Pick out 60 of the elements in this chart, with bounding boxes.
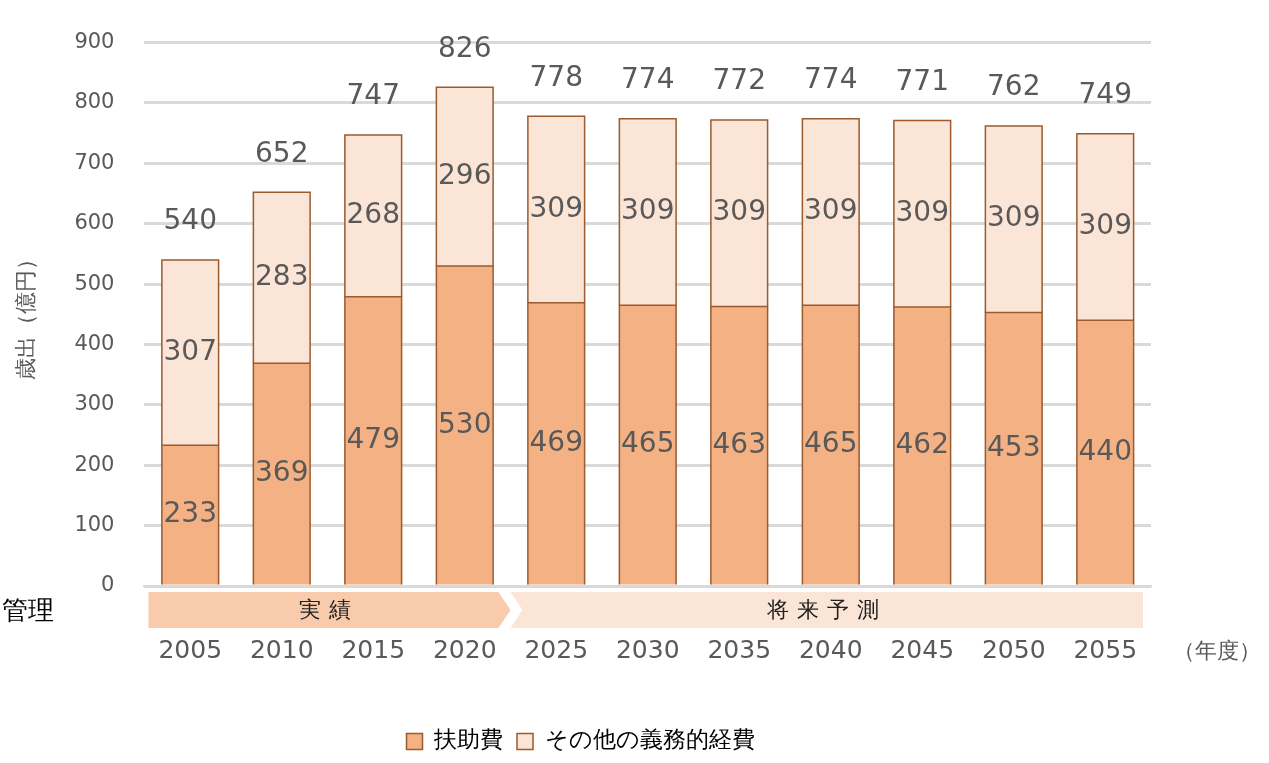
x-tick-label: 2040 (798, 634, 863, 664)
x-tick-label: 2020 (432, 634, 497, 664)
y-tick-label: 100 (74, 512, 115, 537)
data-label: 469 (529, 424, 583, 458)
data-label: 530 (438, 406, 492, 440)
y-tick-label: 600 (74, 210, 115, 235)
x-tick-label: 2055 (1073, 634, 1138, 664)
x-tick-label: 2030 (615, 634, 680, 664)
legend-label: その他の義務的経費 (544, 726, 755, 753)
total-label: 771 (895, 63, 949, 97)
y-tick-label: 800 (74, 89, 115, 114)
data-label: 465 (804, 426, 858, 460)
data-label: 462 (895, 427, 949, 461)
x-tick-label: 2035 (707, 634, 772, 664)
y-tick-label: 900 (74, 29, 115, 54)
x-tick-label: 2015 (341, 634, 406, 664)
data-label: 309 (987, 200, 1041, 234)
y-axis-title: 歳出（億円） (12, 248, 38, 381)
data-label: 369 (255, 455, 309, 489)
total-label: 774 (621, 61, 675, 95)
y-tick-label: 500 (74, 270, 115, 295)
x-tick-label: 2005 (158, 634, 223, 664)
data-label: 309 (895, 195, 949, 229)
total-label: 774 (804, 61, 858, 95)
total-label: 778 (529, 59, 583, 93)
total-label: 749 (1078, 77, 1132, 111)
data-label: 309 (621, 193, 675, 227)
total-label: 772 (712, 63, 766, 97)
x-tick-label: 2010 (249, 634, 314, 664)
y-tick-label: 0 (101, 572, 115, 597)
x-tick-label: 2050 (981, 634, 1046, 664)
x-axis-title: （年度） (1173, 637, 1261, 663)
total-label: 762 (987, 69, 1041, 103)
data-label: 309 (712, 194, 766, 228)
data-label: 309 (1078, 208, 1132, 242)
y-tick-label: 400 (74, 330, 115, 355)
y-tick-label: 700 (74, 149, 115, 174)
data-label: 440 (1078, 433, 1132, 467)
y-tick-label: 300 (74, 391, 115, 416)
data-label: 309 (529, 190, 583, 224)
y-tick-label: 200 (74, 451, 115, 476)
data-label: 465 (621, 426, 675, 460)
x-tick-label: 2025 (524, 634, 589, 664)
data-label: 268 (346, 197, 400, 231)
text: 管理 (2, 594, 54, 625)
total-label: 826 (438, 30, 492, 64)
total-label: 540 (163, 203, 217, 237)
data-label: 479 (346, 421, 400, 455)
data-label: 283 (255, 259, 309, 293)
arrow-banner: 実績 将来予測 (148, 592, 1143, 628)
total-label: 747 (346, 78, 400, 112)
data-label: 296 (438, 157, 492, 191)
data-label: 463 (712, 426, 766, 460)
data-label: 453 (987, 429, 1041, 463)
legend-label: 扶助費 (433, 726, 503, 753)
data-label: 309 (804, 193, 858, 227)
x-tick-label: 2045 (890, 634, 955, 664)
data-label: 233 (163, 496, 217, 530)
data-label: 307 (163, 333, 217, 367)
total-label: 652 (255, 135, 309, 169)
